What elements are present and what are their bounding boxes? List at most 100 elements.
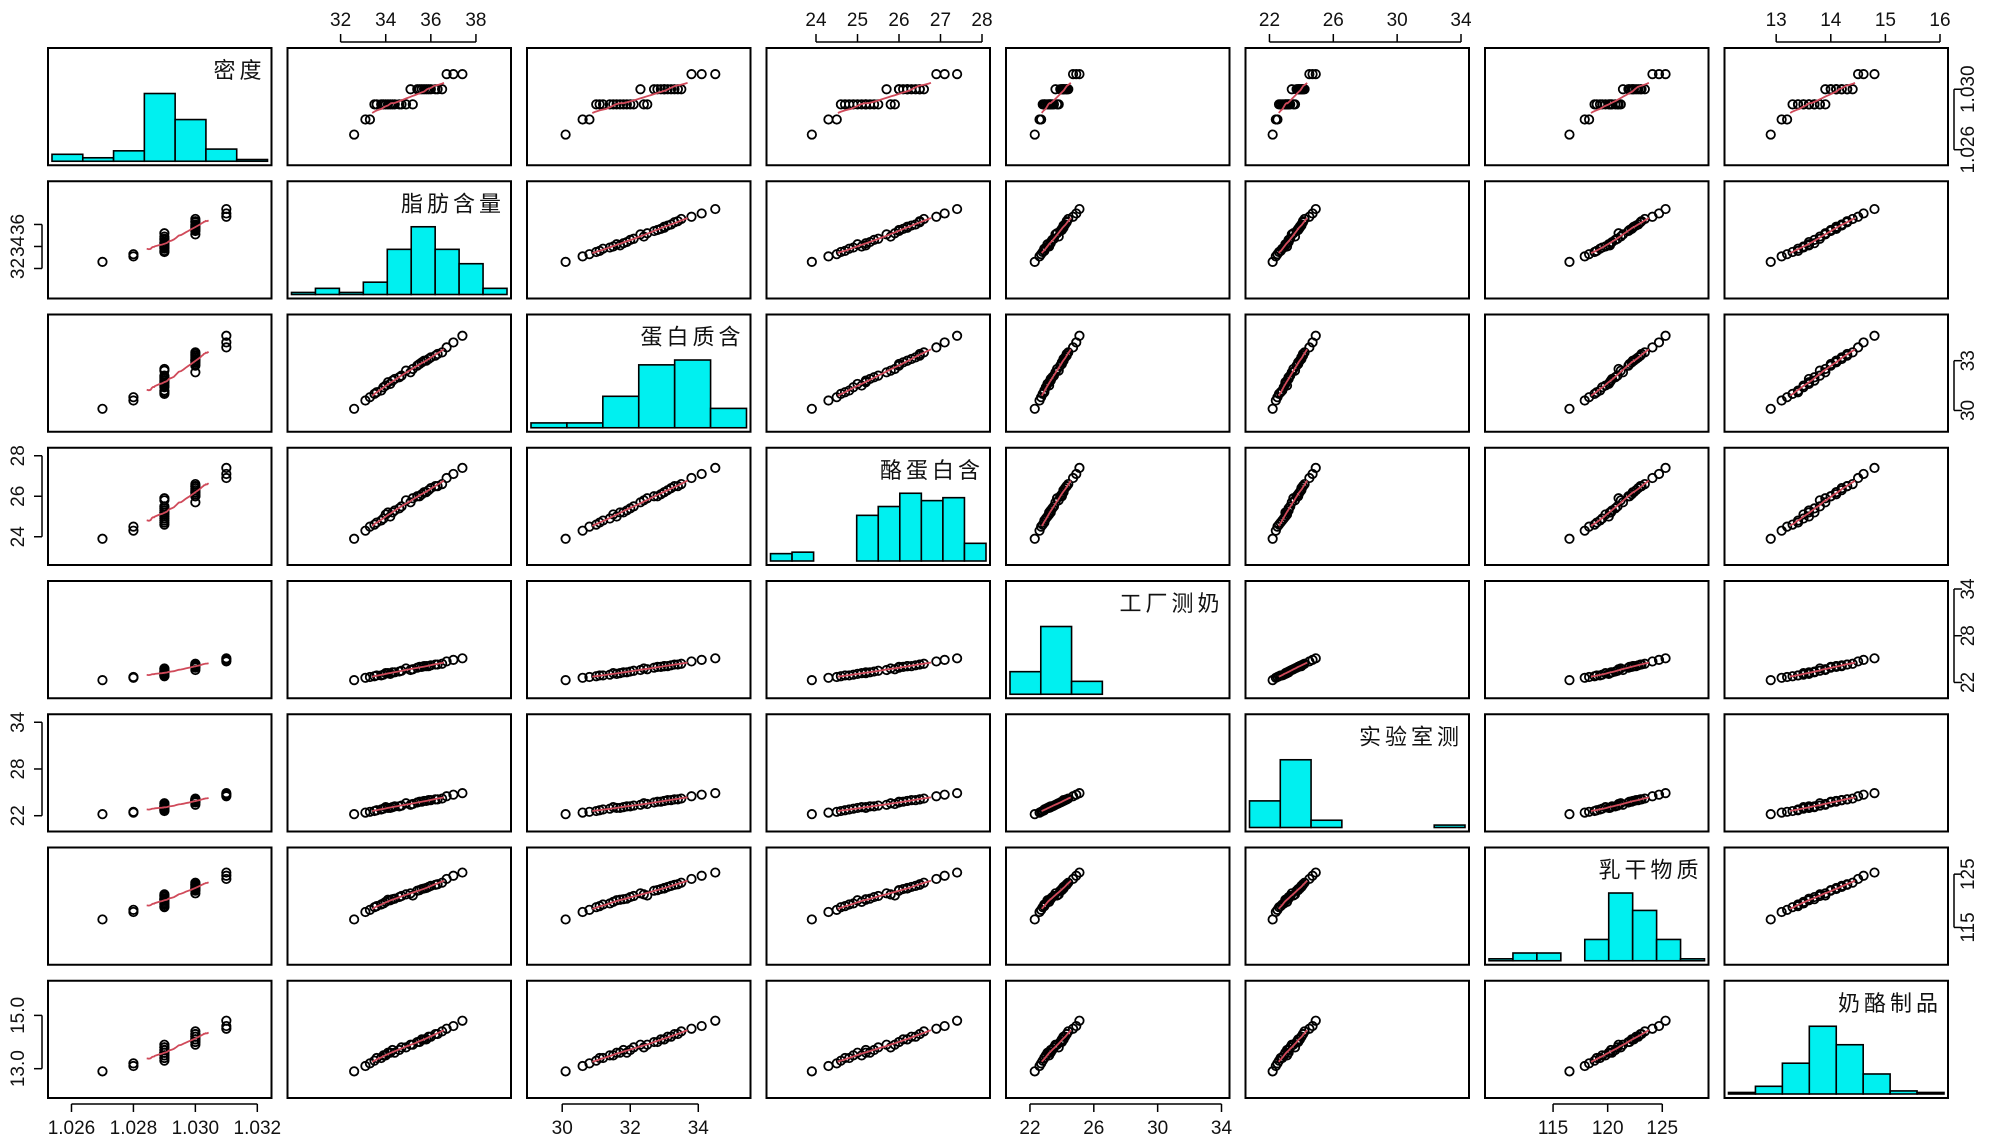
- scatter-point-r3-c8-23: [1858, 337, 1869, 348]
- scatter-point-r6-c8-23: [1858, 789, 1869, 800]
- scatter-point-r4-c1-6: [221, 472, 232, 484]
- panel-r2-c6: [1244, 180, 1470, 300]
- panel-frame-r3-c4: [765, 313, 991, 433]
- panel-r7-c8: [1723, 846, 1949, 966]
- scatter-point-r4-c6-17: [1267, 533, 1278, 544]
- panel-frame-r4-c8: [1723, 446, 1949, 566]
- scatter-point-r5-c4-6: [931, 656, 942, 667]
- scatter-point-r1-c2-24: [364, 114, 376, 125]
- scatter-point-r5-c2-17: [349, 675, 360, 686]
- scatter-point-r7-c5-29: [1058, 883, 1069, 894]
- hist-bar-8-6: [1862, 1073, 1891, 1095]
- scatter-point-r1-c8-2: [1820, 84, 1831, 95]
- hist-bar-7-3: [1536, 952, 1562, 962]
- tick-label-bottom-5-1: 22: [1019, 1118, 1040, 1137]
- scatter-point-r3-c6-30: [1281, 375, 1293, 386]
- smooth-line-r8-c6: [1278, 1029, 1308, 1063]
- scatter-point-r6-c4-11: [835, 805, 847, 817]
- panel-r3-c1: [47, 313, 273, 433]
- hist-bar-6-2: [1279, 758, 1312, 829]
- tick-label-bottom-5-3: 30: [1147, 1118, 1168, 1137]
- diagonal-label-7: 乳干物质: [1598, 858, 1702, 883]
- tick-label-bottom-7-1: 115: [1538, 1118, 1568, 1137]
- panel-frame-r6-c5: [1005, 713, 1231, 833]
- scatter-point-r2-c8-7: [1776, 251, 1787, 262]
- smooth-line-r8-c5: [1041, 1029, 1072, 1063]
- smooth-line-r6-c3: [592, 796, 688, 812]
- hist-bar-6-7: [1433, 824, 1466, 829]
- panel-r8-c4: [765, 979, 991, 1099]
- smooth-line-r5-c3: [592, 661, 688, 678]
- hist-bar-3-2: [566, 422, 604, 429]
- scatter-point-r7-c2-22: [396, 890, 407, 902]
- panel-frame-r4-c4: [765, 446, 991, 566]
- panel-frame-r5-c4: [765, 580, 991, 700]
- scatter-point-r2-c7-30: [1605, 238, 1617, 249]
- scatter-point-r7-c8-11: [1787, 902, 1798, 913]
- scatter-point-r3-c7-20: [1597, 382, 1608, 393]
- smooth-line-r2-c6: [1278, 217, 1308, 254]
- scatter-point-r5-c8-14: [1869, 653, 1880, 664]
- scatter-point-r6-c3-24: [584, 806, 595, 817]
- hist-bar-3-6: [709, 407, 748, 429]
- scatter-point-r8-c5-28: [1039, 1052, 1050, 1064]
- scatter-point-r4-c3-29: [659, 487, 670, 498]
- scatter-point-r6-c8-17: [1765, 809, 1776, 820]
- diagonal-label-8: 奶酪制品: [1838, 991, 1942, 1016]
- tick-label-right-1-2: 1.030: [1958, 65, 1979, 113]
- tick-label-left-6-3: 34: [8, 711, 29, 733]
- scatter-point-r3-c4-6: [931, 342, 942, 353]
- hist-bar-2-2: [314, 287, 341, 296]
- scatter-point-r4-c7-27: [1636, 481, 1647, 492]
- tick-label-bottom-1-1: 1.026: [48, 1118, 96, 1137]
- scatter-point-r8-c5-23: [1071, 1020, 1082, 1032]
- scatter-point-r3-c7-17: [1564, 403, 1575, 414]
- scatter-point-r1-c3-9: [638, 99, 649, 110]
- scatter-point-r3-c1-14: [221, 330, 232, 341]
- tick-label-left-4-1: 24: [8, 526, 29, 548]
- scatter-point-r5-c3-17: [560, 675, 571, 686]
- scatter-point-r2-c5-23: [1071, 208, 1082, 219]
- diagonal-label-5: 工厂测奶: [1119, 591, 1223, 616]
- scatter-point-r3-c1-28: [159, 387, 170, 398]
- scatter-point-r6-c5-30: [1045, 802, 1056, 813]
- hist-bar-4-1: [769, 552, 793, 562]
- axis-bottom-7: 115 120 125: [1538, 1103, 1678, 1139]
- scatter-point-r2-c4-6: [931, 211, 942, 222]
- panel-frame-r3-c7: [1484, 313, 1710, 433]
- hist-bar-1-6: [205, 148, 238, 163]
- panel-r3-c2: [286, 313, 512, 433]
- scatter-point-r1-c8-17: [1765, 129, 1776, 140]
- scatter-point-r3-c1-29: [190, 355, 201, 366]
- scatter-point-r3-c6-28: [1275, 387, 1286, 398]
- scatter-point-r1-c2-26: [382, 99, 394, 110]
- hist-bar-5-3: [1070, 680, 1104, 696]
- scatter-point-r5-c3-6: [686, 656, 697, 667]
- scatter-point-r7-c2-29: [418, 883, 430, 894]
- tick-label-top-6-2: 26: [1323, 10, 1344, 31]
- scatter-point-r3-c4-28: [839, 387, 851, 398]
- scatter-point-r7-c8-21: [1836, 880, 1847, 891]
- scatter-point-r2-c5-17: [1029, 256, 1040, 267]
- scatter-point-r4-c1-14: [221, 462, 232, 473]
- panel-frame-r4-c1: [47, 446, 273, 566]
- tick-label-top-6-4: 34: [1450, 10, 1472, 31]
- diagonal-label-6: 实验室测: [1359, 724, 1463, 749]
- smooth-line-r4-c7: [1590, 479, 1650, 527]
- scatter-point-r1-c3-2: [635, 84, 646, 95]
- scatter-point-r7-c4-17: [806, 914, 817, 925]
- panel-r5-c8: [1723, 580, 1949, 700]
- panel-r7-c3: [526, 846, 752, 966]
- panel-r1-c3: [526, 47, 752, 167]
- panel-frame-r1-c1: [47, 47, 273, 167]
- smooth-line-r5-c8: [1790, 661, 1856, 678]
- scatter-point-r2-c8-29: [1831, 222, 1842, 233]
- panel-frame-r8-c4: [765, 979, 991, 1099]
- hist-bar-2-6: [410, 225, 436, 296]
- axis-top-4: 24 25 26 27 28: [805, 10, 993, 43]
- scatter-point-r5-c1-24: [128, 671, 139, 683]
- tick-label-right-5-1: 22: [1958, 672, 1979, 693]
- scatter-point-r1-c8-7: [1776, 114, 1787, 125]
- scatter-point-r1-c2-6: [441, 69, 452, 80]
- scatter-point-r5-c3-7: [577, 672, 588, 683]
